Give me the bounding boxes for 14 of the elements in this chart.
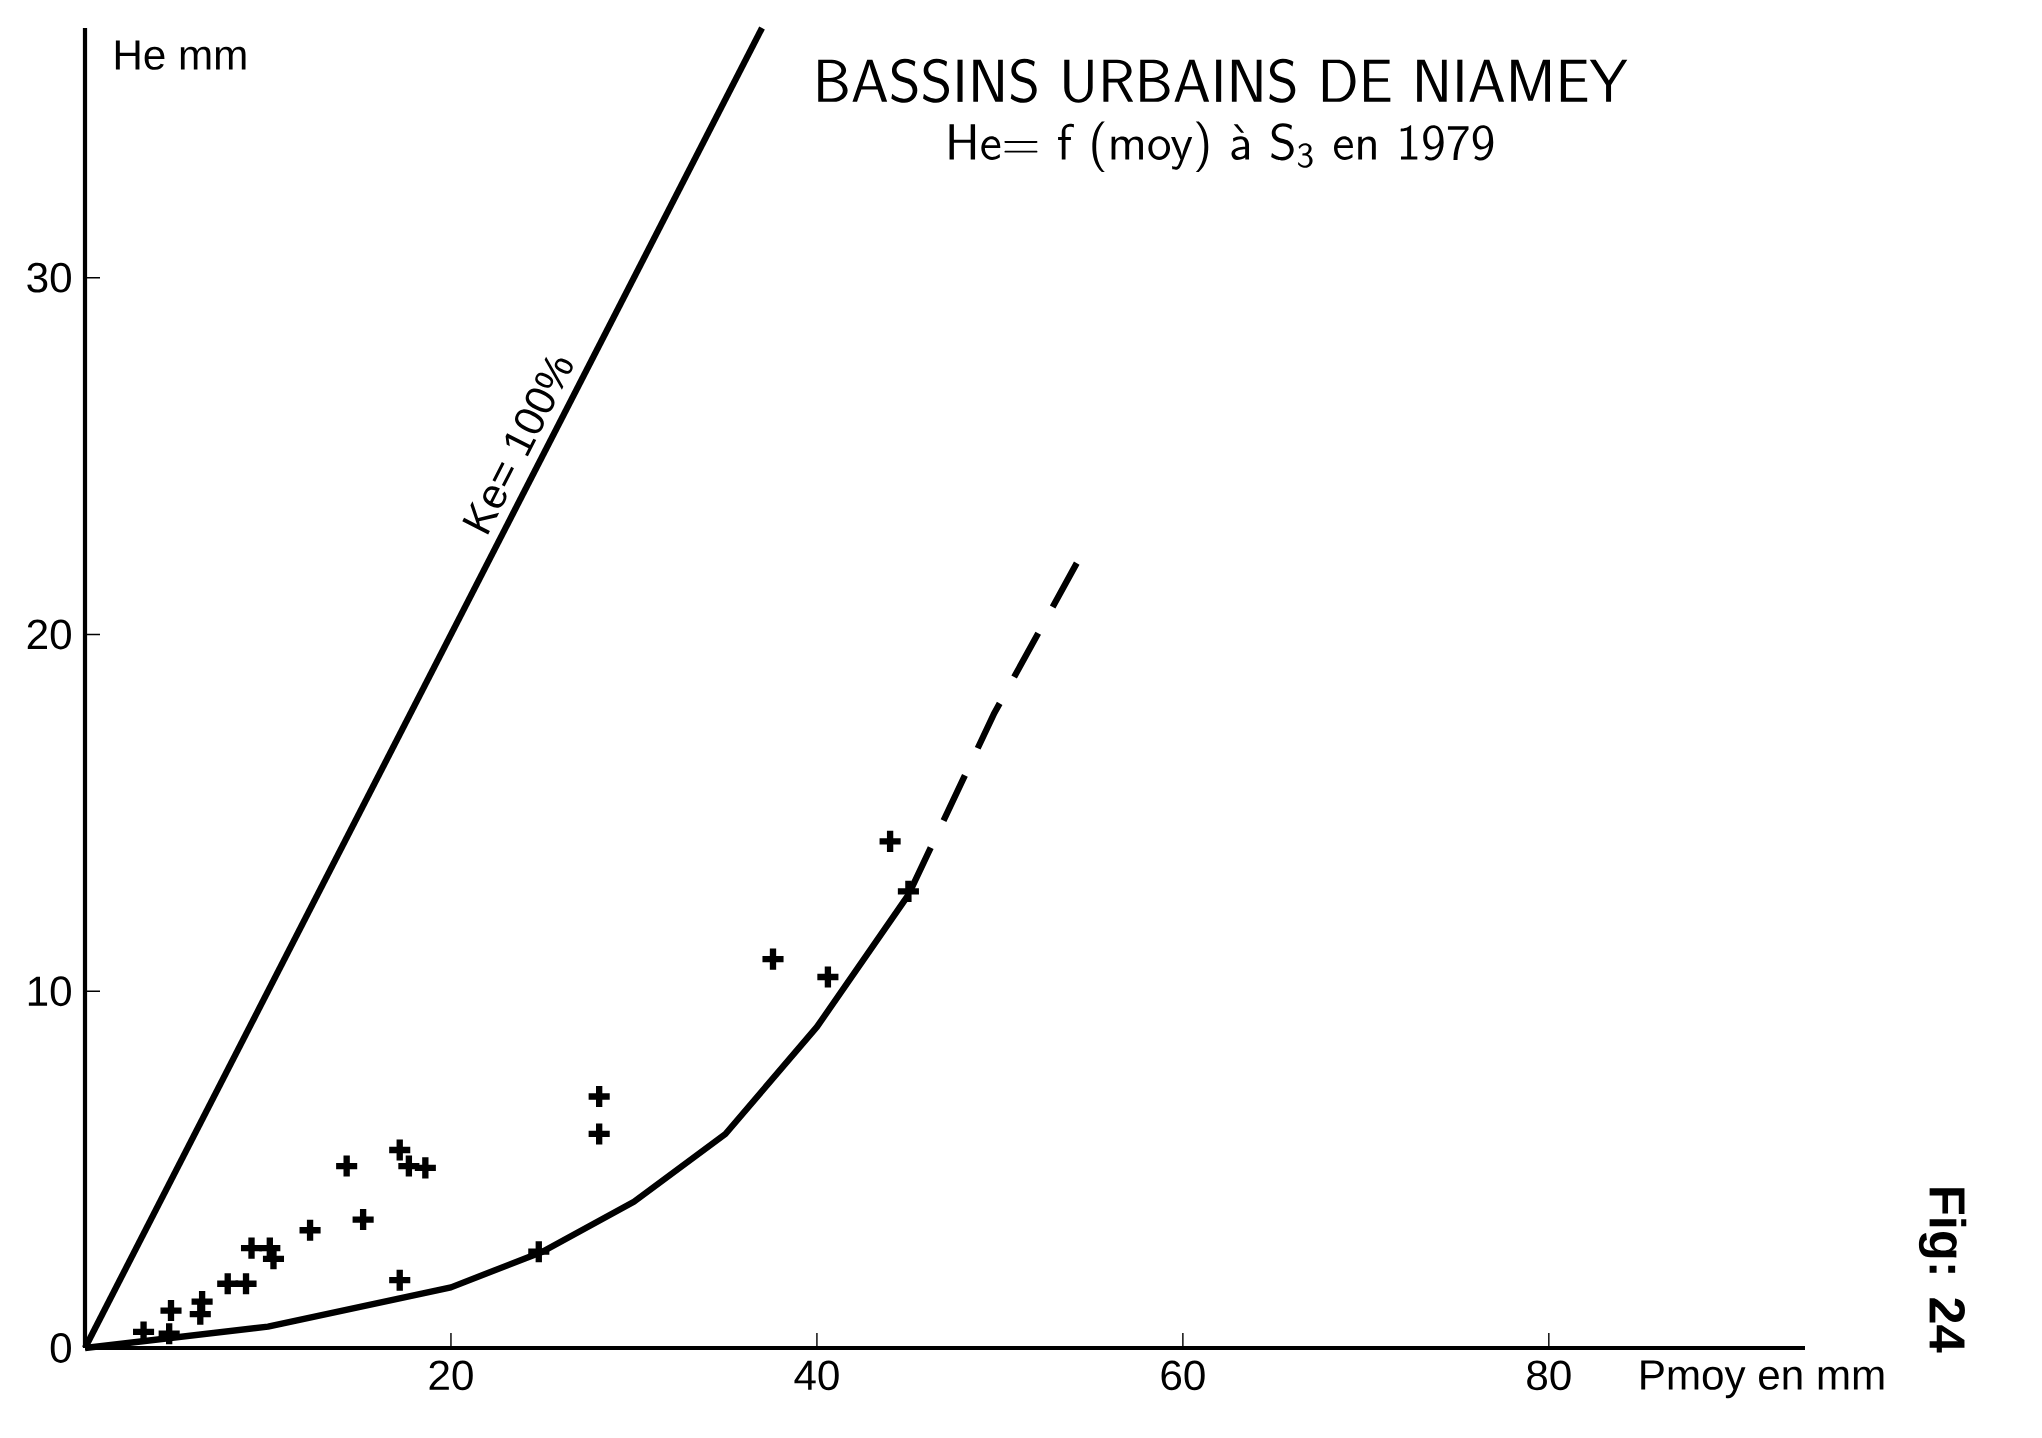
y-tick-label: 0 — [50, 1333, 71, 1363]
x-tick-label: 80 — [1527, 1360, 1571, 1391]
text: Fig: 24 — [1918, 1188, 1967, 1353]
x-tick-label: 20 — [429, 1360, 473, 1391]
annotation: Ke= 100% — [462, 356, 573, 535]
y-tick-label: 10 — [28, 976, 71, 1007]
text: He= f (moy) à S$_{3}$ en 1979 — [949, 121, 1494, 173]
y-axis-title: He mm — [115, 40, 246, 70]
x-tick-label: 60 — [1161, 1360, 1205, 1391]
y-tick-label: 30 — [27, 262, 71, 293]
y-tick-label: 20 — [27, 619, 71, 650]
x-tick-label: 40 — [794, 1360, 839, 1391]
chart-title: BASSINS URBAINS DE NIAMEY — [818, 58, 1628, 103]
x-axis-title: Pmoy en mm — [1641, 1360, 1884, 1399]
